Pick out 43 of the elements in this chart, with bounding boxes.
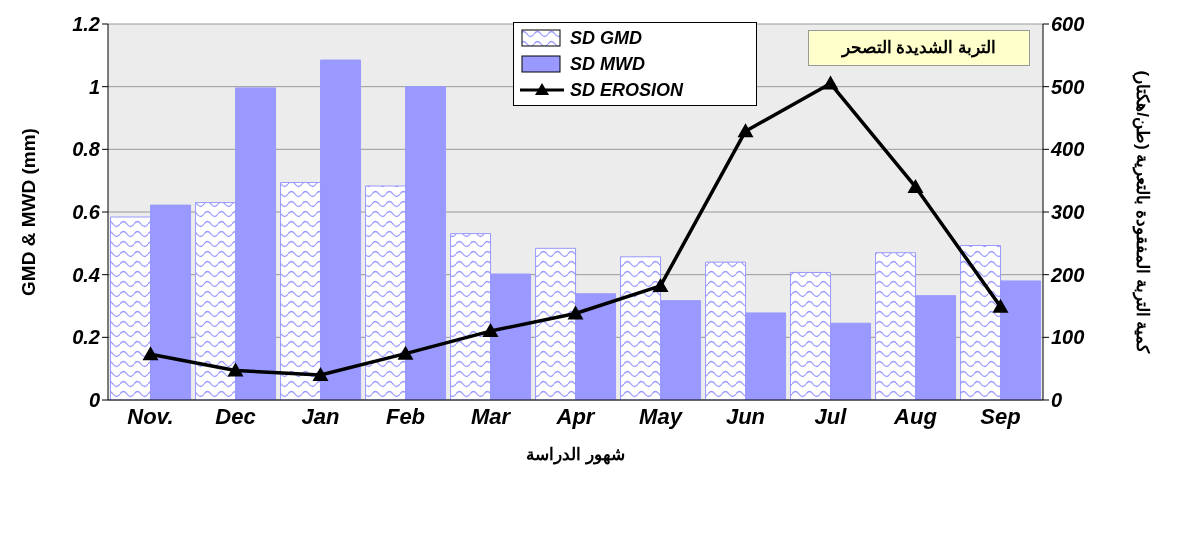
y-tick-label: 0.6 [72,201,101,224]
point [567,305,584,320]
x-tick-label: May [639,403,684,429]
y2-tick-label: 600 [1051,13,1085,36]
y-tick-label: 0 [88,389,100,412]
point [482,323,499,338]
y2-tick-label: 200 [1050,263,1085,286]
point [907,178,924,193]
x-tick-label: Feb [385,403,426,429]
note-box: التربة الشديدة التصحر [808,30,1030,66]
y2-tick-label: 500 [1051,75,1085,98]
y-tick-label: 1 [88,75,100,98]
y-tick-label: 1.2 [72,13,100,36]
point [737,123,754,138]
y2-tick-label: 300 [1051,201,1085,224]
x-tick-label: Sep [980,403,1021,429]
y-tick-label: 0.4 [72,263,100,286]
x-tick-label: Mar [470,403,512,429]
y-tick-label: 0.2 [72,326,100,349]
x-tick-label: Jun [725,403,766,429]
point [312,366,329,381]
y2-axis-title: كمية التربة المفقودة بالتعرية (طن/هكتار) [1131,70,1152,355]
y-axis-title: GMD & MWD (mm) [17,128,39,296]
x-tick-label: Dec [215,403,256,429]
legend-label: SD EROSION [570,79,684,101]
x-axis-title: شهور الدراسة [526,445,625,465]
x-tick-label: Jan [301,403,340,429]
legend-label: SD MWD [570,53,645,75]
x-tick-label: Apr [555,403,596,429]
x-tick-label: Jul [814,403,848,429]
y2-tick-label: 0 [1051,389,1063,412]
y-tick-label: 0.8 [72,138,101,161]
legend-label: SD GMD [570,27,642,49]
y2-tick-label: 100 [1051,326,1085,349]
y2-tick-label: 400 [1050,138,1085,161]
point [992,298,1009,313]
x-tick-label: Nov. [127,403,174,429]
point [227,362,244,377]
point [142,346,159,361]
point [822,75,839,90]
point [397,345,414,360]
point [652,277,669,292]
x-tick-label: Aug [893,403,938,429]
